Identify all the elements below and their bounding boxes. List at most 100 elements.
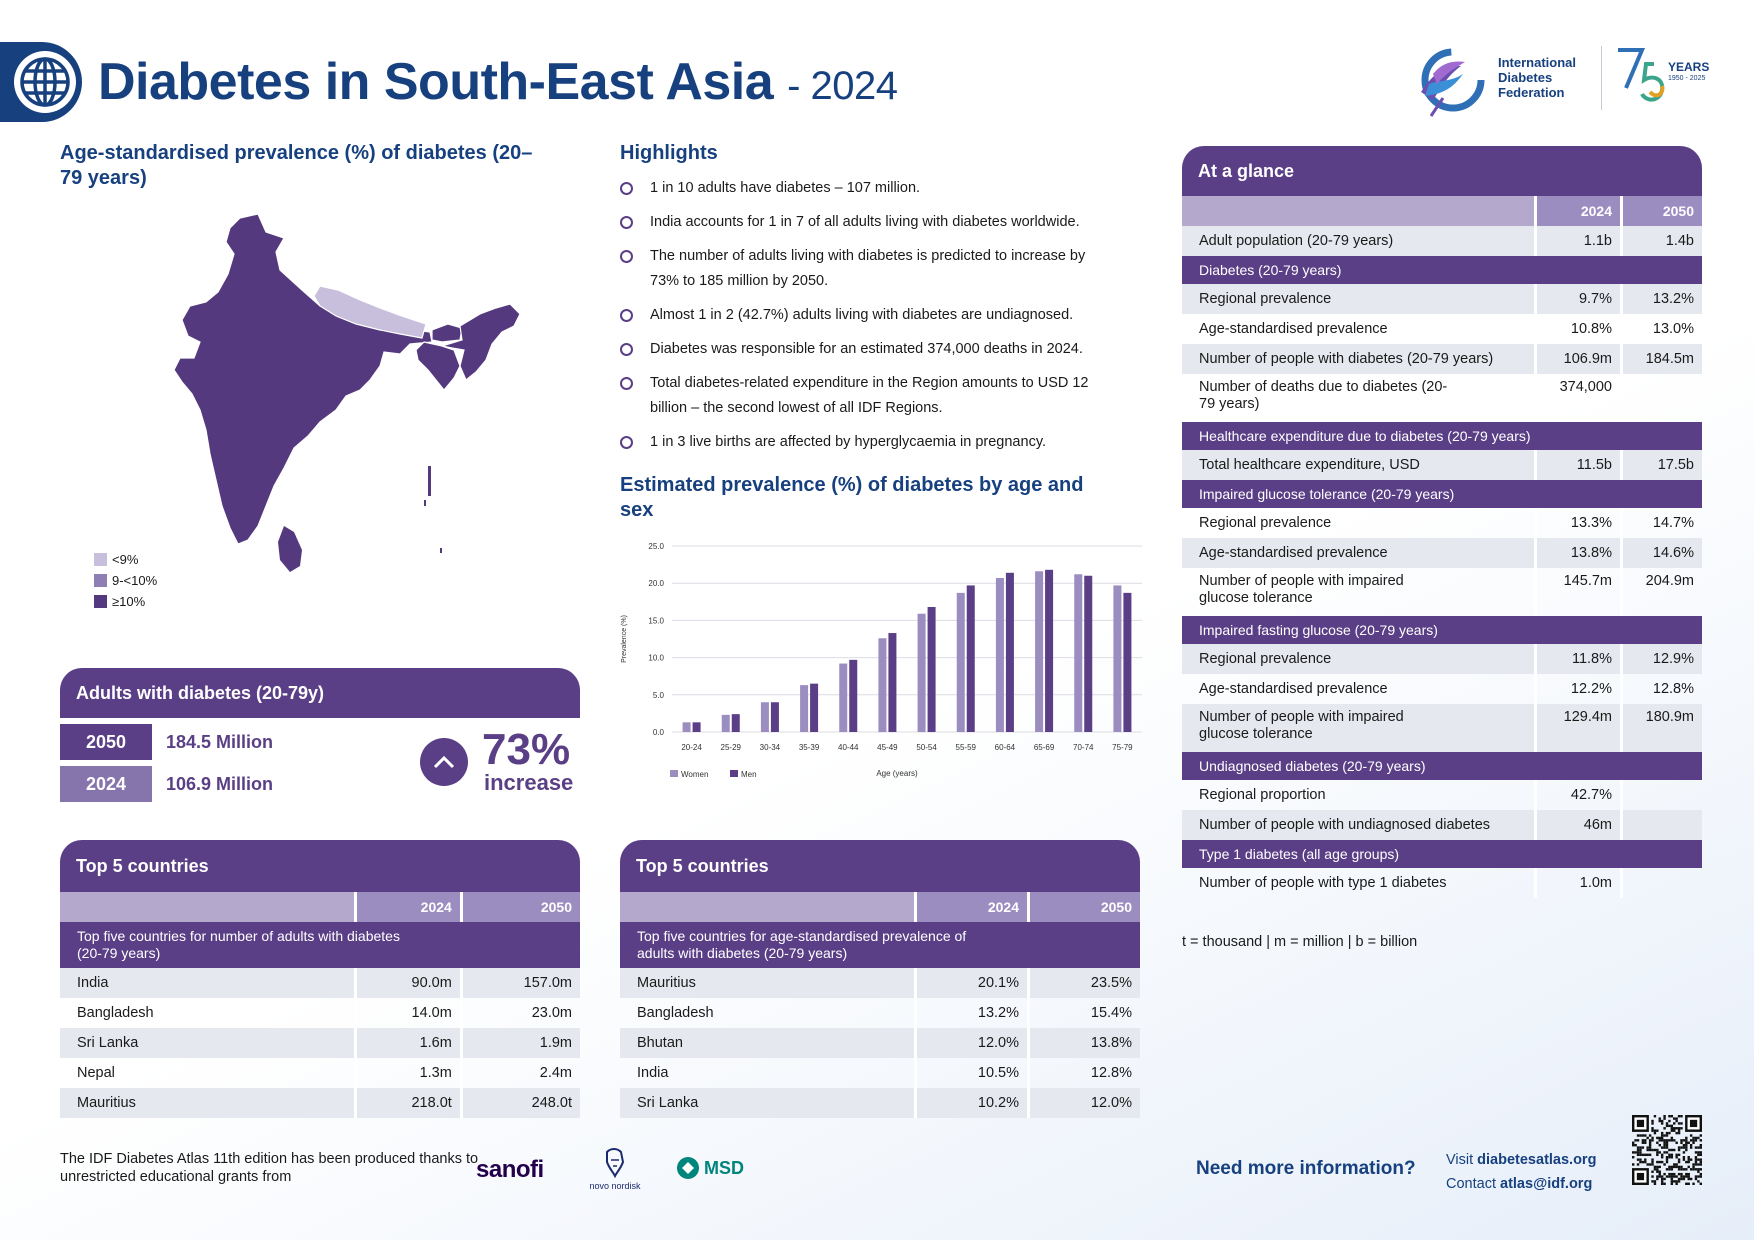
- value-2024: 46m: [1534, 810, 1620, 840]
- legend-item: ≥10%: [94, 594, 157, 609]
- value-2024: 106.9m: [1534, 344, 1620, 374]
- years-range: 1950 - 2025: [1668, 75, 1706, 82]
- value-2050: 184.5m: [1620, 344, 1702, 374]
- bar-women: [839, 663, 848, 732]
- row-label: Number of people with impaired glucose t…: [1199, 573, 1404, 606]
- visit-prefix: Visit: [1446, 1152, 1474, 1168]
- map-sri-lanka: [278, 526, 302, 572]
- y-tick-label: 10.0: [648, 654, 664, 663]
- map-legend: <9% 9-<10% ≥10%: [94, 552, 157, 609]
- value-2024: 1.3m: [354, 1058, 460, 1088]
- top5-prevalence-table: Top 5 countries 2024 2050 Top five countr…: [620, 840, 1140, 1118]
- highlight-item: The number of adults living with diabete…: [620, 244, 1110, 294]
- table-row: India 90.0m 157.0m: [60, 968, 580, 998]
- legend-label: Women: [681, 770, 708, 779]
- adults-row-2024: 2024 106.9 Million: [60, 766, 580, 802]
- value-2024: 218.0t: [354, 1088, 460, 1118]
- row-label: Adult population (20-79 years): [1182, 226, 1534, 256]
- year-badge: 2024: [60, 766, 152, 802]
- top5-subtitle: Top five countries for number of adults …: [77, 928, 400, 961]
- highlight-text: India accounts for 1 in 7 of all adults …: [650, 214, 1080, 230]
- bar-women: [760, 702, 769, 732]
- legend-item: <9%: [94, 552, 157, 567]
- highlight-text: The number of adults living with diabete…: [650, 248, 1086, 289]
- legend-item: 9-<10%: [94, 573, 157, 588]
- table-row: Mauritius 20.1% 23.5%: [620, 968, 1140, 998]
- map-india: [173, 213, 433, 545]
- top5-subtitle: Top five countries for age-standardised …: [637, 928, 967, 961]
- section-header: Undiagnosed diabetes (20-79 years): [1182, 752, 1702, 780]
- bar-men: [966, 585, 975, 732]
- value-2050: 1.9m: [459, 1028, 580, 1058]
- x-tick-label: 55-59: [956, 743, 977, 752]
- msd-icon: [677, 1157, 699, 1179]
- qr-code-icon[interactable]: [1632, 1115, 1702, 1185]
- idf-logo: [1421, 48, 1485, 117]
- sanofi-logo: sanofi: [476, 1156, 544, 1183]
- row-label: Total healthcare expenditure, USD: [1182, 450, 1534, 480]
- highlight-item: Almost 1 in 2 (42.7%) adults living with…: [620, 303, 1140, 328]
- x-tick-label: 20-24: [681, 743, 702, 752]
- value-2050: 14.7%: [1620, 508, 1702, 538]
- logo-divider: [1601, 46, 1602, 110]
- value-2050: 17.5b: [1620, 450, 1702, 480]
- value-2024: 145.7m: [1534, 568, 1620, 616]
- row-label: Regional prevalence: [1182, 644, 1534, 674]
- country: Mauritius: [620, 968, 914, 998]
- adults-with-diabetes-box: Adults with diabetes (20-79y) 2050 184.5…: [60, 668, 580, 802]
- highlight-item: Total diabetes-related expenditure in th…: [620, 371, 1090, 421]
- country: Sri Lanka: [60, 1028, 354, 1058]
- table-row: Regional prevalence 9.7% 13.2%: [1182, 284, 1702, 314]
- highlight-text: 1 in 3 live births are affected by hyper…: [650, 434, 1047, 450]
- idf-logo-text: International Diabetes Federation: [1498, 55, 1576, 100]
- bar-men: [1005, 572, 1014, 732]
- table-row: Regional prevalence 13.3% 14.7%: [1182, 508, 1702, 538]
- col-2050: 2050: [1620, 196, 1702, 226]
- map-bangladesh: [415, 341, 461, 391]
- section-header: Impaired fasting glucose (20-79 years): [1182, 616, 1702, 644]
- section-header: Healthcare expenditure due to diabetes (…: [1182, 422, 1702, 450]
- section-header: Impaired glucose tolerance (20-79 years): [1182, 480, 1702, 508]
- top5-count-grid: 2024 2050 Top five countries for number o…: [60, 892, 580, 1118]
- contact-prefix: Contact: [1446, 1176, 1496, 1192]
- legend-label: 9-<10%: [112, 573, 158, 588]
- x-tick-label: 35-39: [799, 743, 820, 752]
- value-2024: 13.8%: [1534, 538, 1620, 568]
- table-row: Age-standardised prevalence 13.8% 14.6%: [1182, 538, 1702, 568]
- value-2024: 129.4m: [1534, 704, 1620, 752]
- x-tick-label: 40-44: [838, 743, 859, 752]
- adults-value: 106.9 Million: [166, 773, 274, 794]
- col-2050: 2050: [1027, 892, 1140, 922]
- highlight-text: 1 in 10 adults have diabetes – 107 milli…: [650, 180, 921, 196]
- email-link[interactable]: atlas@idf.org: [1500, 1176, 1593, 1192]
- value-2050: 2.4m: [459, 1058, 580, 1088]
- highlights-title: Highlights: [620, 142, 718, 164]
- y-tick-label: 5.0: [653, 691, 665, 700]
- year-badge: 2050: [60, 724, 152, 760]
- country: Bhutan: [620, 1028, 914, 1058]
- col-2024: 2024: [1534, 196, 1620, 226]
- country: Bangladesh: [637, 1005, 714, 1021]
- value-2024: 11.8%: [1534, 644, 1620, 674]
- y-tick-label: 0.0: [653, 728, 665, 737]
- y-axis-label: Prevalence (%): [621, 615, 628, 663]
- highlights-list: 1 in 10 adults have diabetes – 107 milli…: [620, 176, 1140, 464]
- highlight-item: India accounts for 1 in 7 of all adults …: [620, 210, 1140, 235]
- value-2050: 23.5%: [1027, 968, 1140, 998]
- website-link[interactable]: diabetesatlas.org: [1477, 1152, 1597, 1168]
- bar-women: [917, 613, 926, 732]
- msd-logo: MSD: [676, 1156, 744, 1180]
- table-row: Bhutan 12.0% 13.8%: [620, 1028, 1140, 1058]
- row-label: Number of people with impaired glucose t…: [1199, 709, 1404, 742]
- title-year: - 2024: [787, 64, 898, 108]
- value-2024: 10.2%: [914, 1088, 1027, 1118]
- value-2024: 14.0m: [354, 998, 460, 1028]
- value-2050: 1.4b: [1620, 226, 1702, 256]
- value-2024: 12.0%: [914, 1028, 1027, 1058]
- value-2024: 1.0m: [1534, 868, 1620, 898]
- logo-line1: International: [1498, 55, 1577, 70]
- table-row: Number of people with diabetes (20-79 ye…: [1182, 344, 1702, 374]
- value-2024: 20.1%: [914, 968, 1027, 998]
- highlight-item: Diabetes was responsible for an estimate…: [620, 337, 1140, 362]
- legend-swatch: [670, 770, 678, 777]
